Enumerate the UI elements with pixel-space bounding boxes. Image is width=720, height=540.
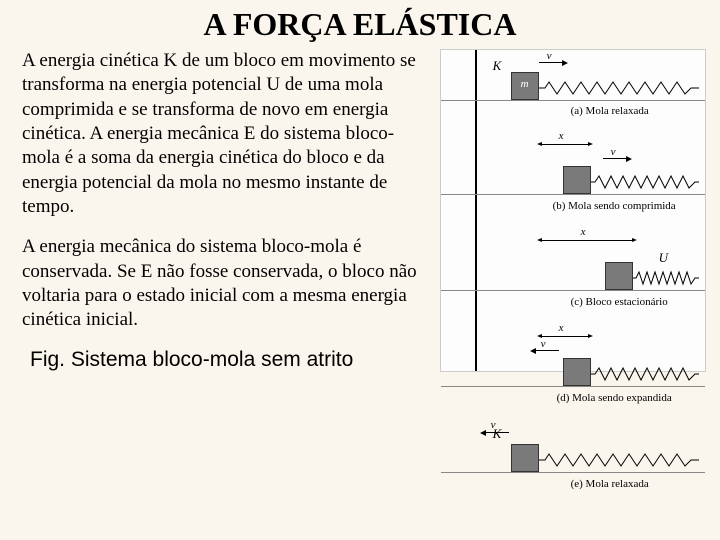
v-arrow-e <box>485 432 509 433</box>
x-arrow-b <box>541 144 589 145</box>
x-arrow-d <box>541 336 589 337</box>
spring-c <box>633 270 699 286</box>
block-e <box>511 444 539 472</box>
caption-c: (c) Bloco estacionário <box>571 296 668 308</box>
v-arrow-b <box>603 158 627 159</box>
content-area: A energia cinética K de um bloco em movi… <box>0 49 720 372</box>
spring-e <box>539 452 699 468</box>
x-arrow-c <box>541 240 633 241</box>
label-x-b: x <box>559 130 564 142</box>
label-v-d: v <box>541 338 546 350</box>
label-v-a: v <box>547 50 552 62</box>
label-K-a: K <box>493 58 502 74</box>
v-arrow-a <box>539 62 563 63</box>
spring-b <box>591 174 699 190</box>
block-b <box>563 166 591 194</box>
paragraph-2: A energia mecânica do sistema bloco-mola… <box>22 235 430 332</box>
label-x-d: x <box>559 322 564 334</box>
panel-e: K v (e) Mola relaxada <box>441 416 705 512</box>
figure-caption: Fig. Sistema bloco-mola sem atrito <box>30 348 430 372</box>
spring-d <box>591 366 699 382</box>
label-v-b: v <box>611 146 616 158</box>
panel-b: x v (b) Mola sendo comprimida <box>441 128 705 224</box>
page-title: A FORÇA ELÁSTICA <box>0 0 720 49</box>
panel-a: K v m (a) Mola relaxada <box>441 50 705 128</box>
panel-d: x v (d) Mola sendo expandida <box>441 320 705 416</box>
v-arrow-d <box>535 350 559 351</box>
block-d <box>563 358 591 386</box>
spring-a <box>539 80 699 96</box>
caption-e: (e) Mola relaxada <box>571 478 649 490</box>
figure-column: K v m (a) Mola relaxada x v (b) Mola sen… <box>440 49 706 372</box>
text-column: A energia cinética K de um bloco em movi… <box>22 49 440 372</box>
panel-c: x U (c) Bloco estacionário <box>441 224 705 320</box>
label-x-c: x <box>581 226 586 238</box>
caption-b: (b) Mola sendo comprimida <box>553 200 676 212</box>
caption-a: (a) Mola relaxada <box>571 105 649 117</box>
label-m-a: m <box>511 78 539 90</box>
label-v-e: v <box>491 419 496 431</box>
paragraph-1: A energia cinética K de um bloco em movi… <box>22 49 430 219</box>
label-U-c: U <box>659 250 668 266</box>
caption-d: (d) Mola sendo expandida <box>557 392 672 404</box>
block-c <box>605 262 633 290</box>
